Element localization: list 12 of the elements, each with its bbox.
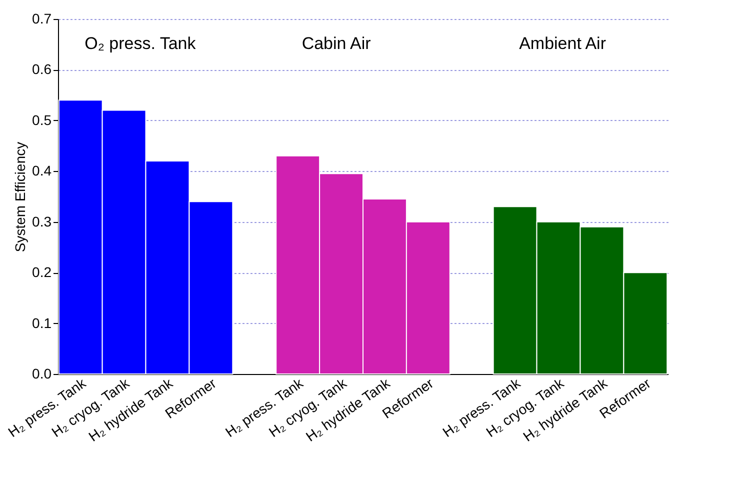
y-tick-label: 0.7 <box>32 10 52 26</box>
y-tick-label: 0.0 <box>32 366 52 382</box>
annotation: Ambient Air <box>519 34 606 53</box>
annotation: O₂ press. Tank <box>84 34 196 53</box>
y-axis-title: System Efficiency <box>12 142 28 252</box>
y-tick-label: 0.5 <box>32 112 52 128</box>
y-tick-label: 0.2 <box>32 264 52 280</box>
annotation: Cabin Air <box>302 34 372 53</box>
y-tick-label: 0.6 <box>32 61 52 78</box>
y-tick-label: 0.1 <box>32 314 52 331</box>
y-tick-label: 0.3 <box>32 213 52 230</box>
y-tick-label: 0.4 <box>32 162 52 179</box>
